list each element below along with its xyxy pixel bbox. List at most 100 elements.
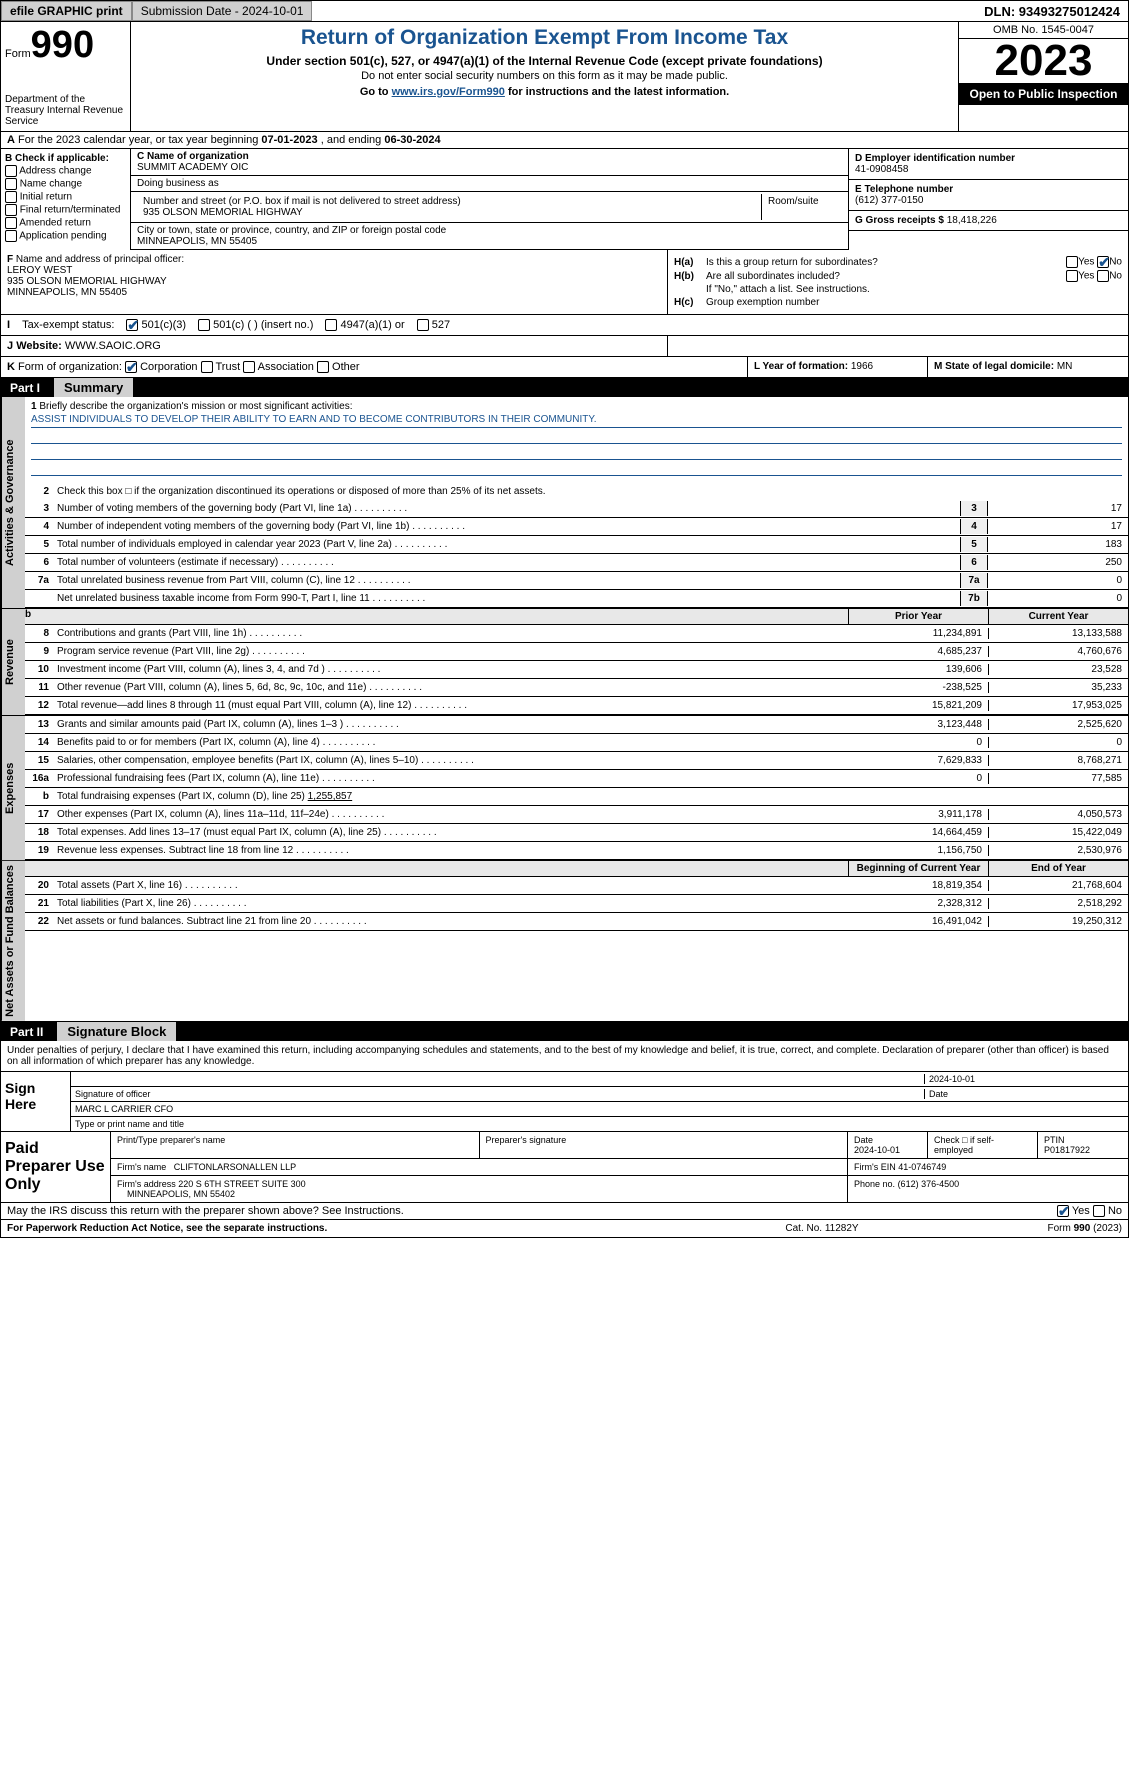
line-16b: b Total fundraising expenses (Part IX, c… <box>25 788 1128 806</box>
name-title-label: Type or print name and title <box>75 1119 184 1129</box>
rev-header: b Prior Year Current Year <box>25 609 1128 625</box>
f-text: Name and address of principal officer: <box>16 254 184 265</box>
hdr-end: End of Year <box>988 861 1128 876</box>
prep-c1: Print/Type preparer's name <box>111 1132 480 1158</box>
header-right: OMB No. 1545-0047 2023 Open to Public In… <box>958 22 1128 131</box>
col-b: B Check if applicable: Address change Na… <box>1 149 131 250</box>
line-6: 6Total number of volunteers (estimate if… <box>25 554 1128 572</box>
part1-header: Part I Summary <box>0 378 1129 397</box>
org-name: SUMMIT ACADEMY OIC <box>137 162 248 173</box>
opt-address-change[interactable]: Address change <box>5 165 126 177</box>
ein: 41-0908458 <box>855 164 908 175</box>
part2-num: Part II <box>0 1023 53 1041</box>
phone: (612) 377-0150 <box>855 195 923 206</box>
hc-label: H(c) <box>674 297 706 308</box>
form-num: 990 <box>31 24 94 66</box>
firm-name: CLIFTONLARSONALLEN LLP <box>174 1162 296 1172</box>
hdr-prior: Prior Year <box>848 609 988 624</box>
footer-right: Form 990 (2023) <box>922 1223 1122 1234</box>
subtitle-2: Do not enter social security numbers on … <box>139 70 950 82</box>
department: Department of the Treasury Internal Reve… <box>5 94 126 127</box>
chk-527[interactable] <box>417 319 429 331</box>
discuss-no-chk[interactable] <box>1093 1205 1105 1217</box>
hb-no-chk[interactable] <box>1097 270 1109 282</box>
line-10: 10Investment income (Part VIII, column (… <box>25 661 1128 679</box>
row-m: M State of legal domicile: MN <box>928 357 1128 377</box>
prep-date: 2024-10-01 <box>854 1145 900 1155</box>
row-a-label: A <box>7 134 15 146</box>
opt-final-return[interactable]: Final return/terminated <box>5 204 126 216</box>
form-label: Form <box>5 48 31 60</box>
line-9: 9Program service revenue (Part VIII, lin… <box>25 643 1128 661</box>
net-header: Beginning of Current Year End of Year <box>25 861 1128 877</box>
discuss-text: May the IRS discuss this return with the… <box>7 1205 1057 1217</box>
org-city: MINNEAPOLIS, MN 55405 <box>137 236 257 247</box>
hb-note: If "No," attach a list. See instructions… <box>674 284 1122 295</box>
discuss-yes-chk[interactable] <box>1057 1205 1069 1217</box>
sig-officer-label: Signature of officer <box>75 1089 924 1099</box>
ha-no-chk[interactable] <box>1097 256 1109 268</box>
sign-here-block: Sign Here 2024-10-01 Signature of office… <box>0 1072 1129 1132</box>
firm-addr-label: Firm's address <box>117 1179 176 1189</box>
j-label: J <box>7 340 13 352</box>
chk-corp[interactable] <box>125 361 137 373</box>
line-17: 17Other expenses (Part IX, column (A), l… <box>25 806 1128 824</box>
sign-here-label: Sign Here <box>1 1072 71 1131</box>
tax-year: 2023 <box>959 39 1128 83</box>
firm-addr: 220 S 6TH STREET SUITE 300 <box>178 1179 305 1189</box>
firm-label: Firm's name <box>117 1162 166 1172</box>
dba-label: Doing business as <box>137 178 219 189</box>
opt-pending[interactable]: Application pending <box>5 230 126 242</box>
ha-label: H(a) <box>674 257 706 268</box>
firm-ein: 41-0746749 <box>898 1162 946 1172</box>
header-title-box: Return of Organization Exempt From Incom… <box>131 22 958 131</box>
opt-name-change[interactable]: Name change <box>5 178 126 190</box>
mission-text: ASSIST INDIVIDUALS TO DEVELOP THEIR ABIL… <box>31 414 1122 428</box>
line-3: 3Number of voting members of the governi… <box>25 500 1128 518</box>
addr-label: Number and street (or P.O. box if mail i… <box>143 196 461 207</box>
firm-ein-label: Firm's EIN <box>854 1162 896 1172</box>
efile-button[interactable]: efile GRAPHIC print <box>1 1 132 21</box>
opt-initial-return[interactable]: Initial return <box>5 191 126 203</box>
ha-yes-chk[interactable] <box>1066 256 1078 268</box>
i-label: I <box>7 319 10 331</box>
chk-assoc[interactable] <box>243 361 255 373</box>
city-label: City or town, state or province, country… <box>137 225 446 236</box>
line-11: 11Other revenue (Part VIII, column (A), … <box>25 679 1128 697</box>
chk-501c[interactable] <box>198 319 210 331</box>
row-a-mid: , and ending <box>321 134 385 146</box>
tax-end: 06-30-2024 <box>384 134 440 146</box>
row-a-pre: For the 2023 calendar year, or tax year … <box>18 134 261 146</box>
k-text: Form of organization: <box>18 361 122 373</box>
prep-label: Paid Preparer Use Only <box>1 1132 111 1202</box>
firm-addr2: MINNEAPOLIS, MN 55402 <box>127 1189 235 1199</box>
open-inspection: Open to Public Inspection <box>959 83 1128 105</box>
line-16a: 16aProfessional fundraising fees (Part I… <box>25 770 1128 788</box>
col-d: D Employer identification number41-09084… <box>848 149 1128 250</box>
opt-amended[interactable]: Amended return <box>5 217 126 229</box>
tab-netassets: Net Assets or Fund Balances <box>1 861 25 1021</box>
line-7b: Net unrelated business taxable income fr… <box>25 590 1128 608</box>
chk-trust[interactable] <box>201 361 213 373</box>
m-label: M State of legal domicile: <box>934 361 1057 372</box>
j-text: Website: <box>16 340 62 352</box>
i-text: Tax-exempt status: <box>22 319 114 331</box>
f-label: F <box>7 254 13 265</box>
tab-expenses: Expenses <box>1 716 25 860</box>
line-20: 20Total assets (Part X, line 16)18,819,3… <box>25 877 1128 895</box>
firm-phone-label: Phone no. <box>854 1179 895 1189</box>
hc-text: Group exemption number <box>706 297 1122 308</box>
row-h: H(a)Is this a group return for subordina… <box>668 250 1128 314</box>
row-l: L Year of formation: 1966 <box>748 357 928 377</box>
irs-link[interactable]: www.irs.gov/Form990 <box>392 86 505 98</box>
chk-other[interactable] <box>317 361 329 373</box>
line-21: 21Total liabilities (Part X, line 26)2,3… <box>25 895 1128 913</box>
hb-yes-chk[interactable] <box>1066 270 1078 282</box>
goto-pre: Go to <box>360 86 392 98</box>
line-19: 19Revenue less expenses. Subtract line 1… <box>25 842 1128 860</box>
discuss-row: May the IRS discuss this return with the… <box>0 1203 1129 1220</box>
chk-4947[interactable] <box>325 319 337 331</box>
ptin: P01817922 <box>1044 1145 1090 1155</box>
chk-501c3[interactable] <box>126 319 138 331</box>
hdr-begin: Beginning of Current Year <box>848 861 988 876</box>
